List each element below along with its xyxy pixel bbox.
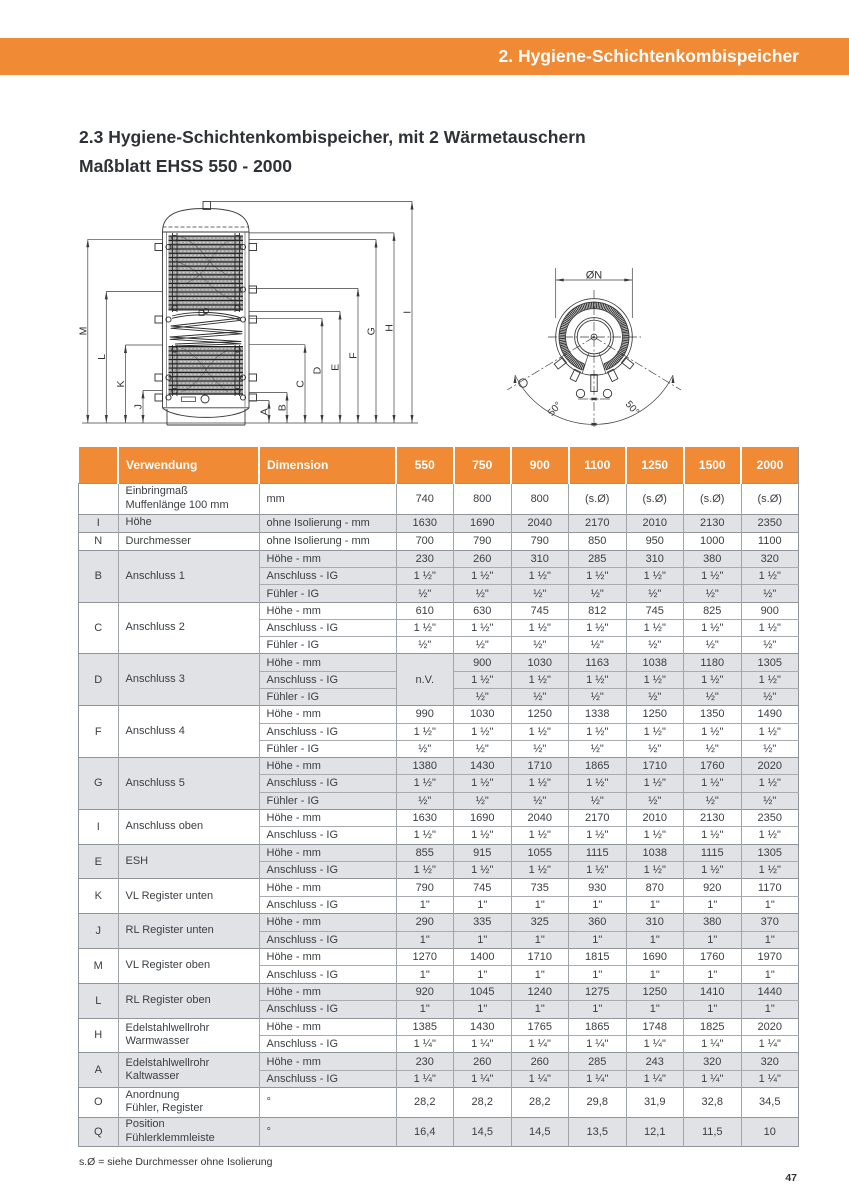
- svg-text:D: D: [312, 366, 324, 374]
- svg-text:ØN: ØN: [586, 270, 603, 282]
- svg-text:C: C: [295, 380, 307, 388]
- svg-text:B: B: [277, 404, 289, 411]
- svg-text:A: A: [259, 408, 271, 415]
- svg-text:I: I: [402, 311, 414, 314]
- svg-text:J: J: [133, 404, 145, 409]
- svg-text:K: K: [115, 380, 127, 387]
- svg-text:F: F: [348, 352, 360, 358]
- svg-text:M: M: [78, 327, 90, 336]
- svg-text:50°: 50°: [623, 399, 641, 418]
- svg-text:50°: 50°: [546, 400, 564, 419]
- svg-text:H: H: [384, 324, 396, 332]
- svg-text:L: L: [96, 354, 108, 360]
- svg-text:G: G: [366, 327, 378, 335]
- svg-text:E: E: [330, 364, 342, 371]
